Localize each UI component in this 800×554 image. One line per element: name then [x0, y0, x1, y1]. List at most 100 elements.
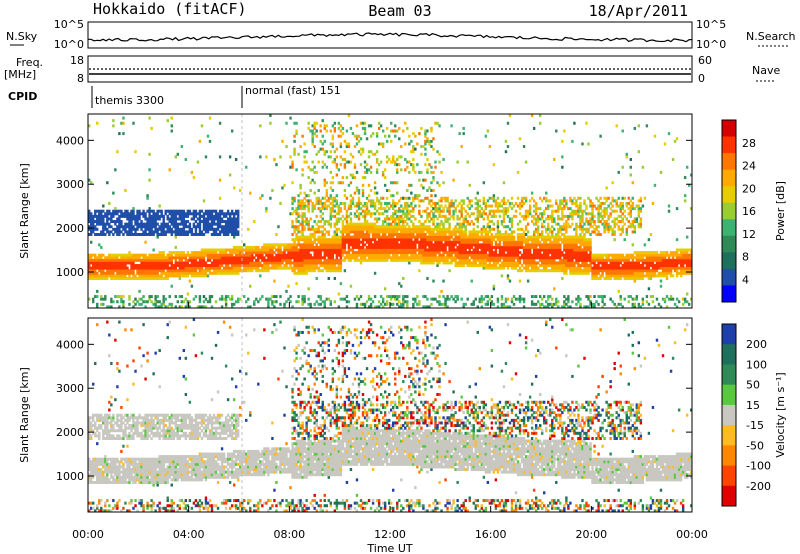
- heatmap-cell: [335, 232, 339, 236]
- heatmap-cell: [422, 178, 425, 182]
- heatmap-cell: [351, 196, 355, 200]
- heatmap-cell: [462, 258, 465, 262]
- heatmap-cell: [526, 240, 530, 244]
- heatmap-cell: [315, 300, 318, 304]
- heatmap-cell: [534, 295, 538, 299]
- heatmap-cell: [166, 225, 169, 229]
- heatmap-cell: [446, 217, 449, 221]
- heatmap-cell: [152, 232, 155, 236]
- heatmap-cell: [269, 196, 272, 200]
- heatmap-cell: [506, 258, 510, 262]
- heatmap-cell: [309, 266, 312, 270]
- heatmap-cell: [275, 232, 278, 236]
- heatmap-cell: [178, 258, 182, 262]
- heatmap-cell: [528, 243, 532, 247]
- heatmap-cell: [434, 245, 437, 249]
- heatmap-cell: [474, 264, 477, 268]
- heatmap-cell: [269, 243, 272, 247]
- heatmap-cell: [140, 302, 143, 306]
- heatmap-cell: [345, 225, 349, 229]
- heatmap-cell: [452, 209, 455, 213]
- heatmap-cell: [239, 266, 242, 270]
- heatmap-cell: [243, 266, 246, 270]
- heatmap-cell: [396, 258, 399, 262]
- heatmap-cell: [375, 199, 379, 203]
- heatmap-cell: [184, 261, 188, 265]
- heatmap-cell: [150, 214, 153, 218]
- heatmap-cell: [464, 253, 467, 257]
- heatmap-cell: [170, 222, 173, 226]
- heatmap-cell: [122, 253, 125, 257]
- heatmap-cell: [198, 256, 202, 260]
- heatmap-cell: [365, 168, 369, 172]
- heatmap-cell: [353, 227, 357, 231]
- heatmap-cell: [404, 212, 407, 216]
- heatmap-cell: [96, 121, 99, 125]
- heatmap-cell: [176, 152, 179, 156]
- heatmap-cell: [114, 266, 117, 270]
- heatmap-cell: [506, 251, 510, 255]
- heatmap-cell: [383, 207, 387, 211]
- freq-tick-top: 18: [70, 54, 84, 67]
- heatmap-cell: [404, 227, 407, 231]
- heatmap-cell: [541, 232, 544, 236]
- heatmap-cell: [271, 256, 274, 260]
- heatmap-cell: [504, 256, 508, 260]
- heatmap-cell: [482, 217, 486, 221]
- heatmap-cell: [428, 230, 431, 234]
- heatmap-cell: [148, 261, 151, 265]
- heatmap-cell: [234, 271, 238, 275]
- heatmap-cell: [192, 258, 196, 262]
- heatmap-cell: [404, 245, 407, 249]
- heatmap-cell: [339, 181, 343, 185]
- heatmap-cell: [367, 227, 371, 231]
- heatmap-cell: [315, 258, 318, 262]
- heatmap-cell: [406, 160, 409, 164]
- heatmap-cell: [136, 258, 139, 262]
- heatmap-cell: [359, 230, 363, 234]
- heatmap-cell: [361, 189, 365, 192]
- heatmap-cell: [182, 209, 186, 213]
- heatmap-cell: [432, 212, 435, 216]
- heatmap-cell: [426, 256, 429, 260]
- heatmap-cell: [126, 212, 129, 216]
- heatmap-cell: [361, 214, 365, 218]
- heatmap-cell: [434, 201, 437, 205]
- heatmap-cell: [456, 160, 459, 164]
- heatmap-cell: [474, 248, 477, 252]
- heatmap-cell: [222, 212, 226, 216]
- heatmap-cell: [150, 269, 153, 273]
- heatmap-cell: [128, 222, 131, 226]
- heatmap-cell: [466, 196, 469, 200]
- heatmap-cell: [303, 264, 306, 268]
- heatmap-cell: [452, 212, 455, 216]
- heatmap-cell: [98, 253, 101, 257]
- heatmap-cell: [295, 258, 298, 262]
- heatmap-cell: [506, 235, 510, 239]
- heatmap-cell: [170, 116, 173, 120]
- heatmap-cell: [379, 253, 383, 257]
- heatmap-cell: [234, 256, 238, 260]
- heatmap-cell: [367, 194, 371, 198]
- heatmap-cell: [303, 201, 306, 205]
- heatmap-cell: [212, 232, 216, 236]
- heatmap-cell: [371, 227, 375, 231]
- heatmap-cell: [204, 274, 208, 278]
- heatmap-cell: [506, 243, 510, 247]
- heatmap-cell: [301, 225, 304, 229]
- heatmap-cell: [510, 225, 514, 229]
- heatmap-cell: [156, 276, 159, 280]
- heatmap-cell: [128, 212, 131, 216]
- heatmap-cell: [343, 251, 347, 255]
- heatmap-cell: [232, 235, 236, 239]
- heatmap-cell: [410, 230, 413, 234]
- heatmap-cell: [190, 284, 194, 288]
- heatmap-cell: [365, 232, 369, 236]
- heatmap-cell: [214, 266, 218, 270]
- heatmap-cell: [92, 297, 95, 301]
- heatmap-cell: [379, 251, 383, 255]
- heatmap-cell: [510, 238, 514, 242]
- heatmap-cell: [90, 261, 93, 265]
- heatmap-cell: [422, 258, 425, 262]
- heatmap-cell: [331, 261, 335, 265]
